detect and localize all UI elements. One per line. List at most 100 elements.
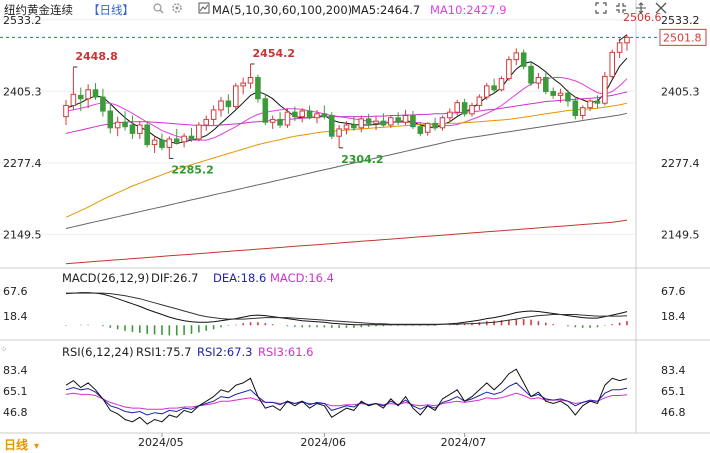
candle-body — [92, 89, 99, 98]
candle-body — [173, 138, 180, 143]
annotation-label: 2304.2 — [341, 153, 383, 166]
period-tab[interactable]: 日线 ▾ — [4, 437, 39, 452]
candle-body — [565, 92, 571, 102]
price-tick-label-left: 2533.2 — [3, 14, 42, 27]
candle-body — [417, 126, 424, 134]
expand-icon[interactable] — [595, 2, 607, 14]
candle-body — [380, 120, 387, 126]
candle-body — [299, 110, 305, 118]
candle-body — [321, 113, 328, 118]
ma-params: MA(5,10,30,60,100,200) — [212, 3, 352, 17]
candle — [624, 34, 630, 51]
rsi1-value: RSI1:75.7 — [136, 345, 191, 359]
candle — [454, 99, 461, 116]
price-tick-label-right: 2277.4 — [661, 157, 700, 170]
price-tick-label-left: 2149.5 — [3, 228, 42, 241]
candle — [402, 109, 409, 126]
candle — [232, 83, 239, 110]
candle — [166, 136, 173, 159]
high-low-annotations: 2448.8 2454.2 2285.2 2304.2 2506.6 — [73, 11, 662, 176]
ma-line-ma200 — [65, 219, 628, 265]
candle-body — [365, 118, 372, 124]
candle-body — [543, 77, 549, 92]
candle-body — [447, 111, 453, 119]
candle-body — [343, 124, 350, 130]
settings-icon[interactable] — [172, 3, 182, 13]
svg-text:⁘: ⁘ — [0, 345, 8, 355]
candle — [388, 115, 394, 128]
candle — [314, 109, 320, 124]
candle-body — [373, 120, 379, 124]
candle — [284, 108, 291, 128]
collapse-icon[interactable] — [616, 3, 626, 13]
move-icon[interactable] — [636, 2, 646, 14]
candle-body — [210, 109, 217, 120]
candle-body — [218, 100, 224, 111]
candle — [543, 71, 549, 95]
candle-body — [528, 65, 534, 84]
search-icon[interactable] — [153, 3, 164, 14]
candle-body — [232, 85, 239, 108]
period-tab-label[interactable]: 日线 — [4, 437, 28, 452]
candle — [616, 38, 623, 58]
candle — [469, 102, 475, 117]
candle — [528, 61, 534, 86]
candle — [565, 89, 571, 107]
candle — [262, 94, 269, 126]
macd-lines — [65, 292, 628, 326]
candlesticks[interactable] — [63, 34, 630, 159]
macd-title: MACD(26,12,9) — [62, 271, 149, 285]
candle — [63, 99, 69, 126]
candle — [196, 122, 202, 142]
candle-body — [513, 52, 520, 61]
close-icon[interactable] — [655, 2, 667, 14]
rsi-tick-label-left: 46.8 — [3, 406, 28, 419]
candle — [506, 56, 512, 81]
candle — [424, 122, 431, 136]
candle — [491, 78, 497, 95]
candle-body — [506, 59, 512, 80]
candle-body — [70, 93, 77, 106]
candle-body — [262, 98, 269, 123]
candle — [373, 116, 379, 131]
chevron-down-icon[interactable]: ▾ — [34, 441, 39, 452]
candle-body — [203, 118, 210, 126]
candle — [181, 133, 187, 148]
price-y-axis: 2533.2 2533.2 2405.3 2405.3 2277.4 2277.4 2149… — [3, 14, 700, 242]
rsi-tick-label-left: 65.1 — [3, 385, 28, 398]
candle — [602, 71, 608, 106]
candle-body — [579, 107, 586, 117]
candle-body — [240, 82, 246, 87]
candle-body — [572, 100, 579, 117]
candle-body — [328, 115, 335, 137]
candle — [269, 115, 276, 129]
candle — [410, 111, 416, 129]
candle — [535, 73, 542, 89]
rsi-y-axis: 83.4 83.4 65.1 65.1 46.8 46.8 — [3, 364, 686, 419]
candle — [417, 122, 424, 137]
candle-body — [498, 78, 505, 91]
macd-tick-label-left: 67.6 — [3, 285, 28, 298]
candle-body — [63, 104, 69, 118]
candle-body — [306, 110, 313, 119]
candle-body — [277, 118, 283, 126]
crosshair-marker-icon: ⁘ — [0, 345, 8, 355]
candle-body — [225, 100, 232, 108]
annotation-label: 2285.2 — [171, 163, 213, 176]
candle-body — [181, 135, 187, 143]
period-label[interactable]: 【日线】 — [88, 3, 134, 17]
rsi3-value: RSI3:61.6 — [258, 345, 313, 359]
candle — [351, 116, 357, 131]
x-tick-label: 2024/07 — [441, 436, 487, 449]
macd-y-axis: 67.6 67.6 18.4 18.4 — [3, 285, 686, 323]
candle — [218, 97, 224, 117]
candle — [173, 128, 180, 145]
candle — [321, 105, 328, 120]
candle-body — [609, 51, 616, 77]
candle-body — [602, 75, 608, 104]
candle — [306, 105, 313, 120]
chart-title: 纽约黄金连续 — [4, 3, 73, 17]
candle-body — [144, 124, 150, 146]
candle-body — [535, 77, 542, 84]
